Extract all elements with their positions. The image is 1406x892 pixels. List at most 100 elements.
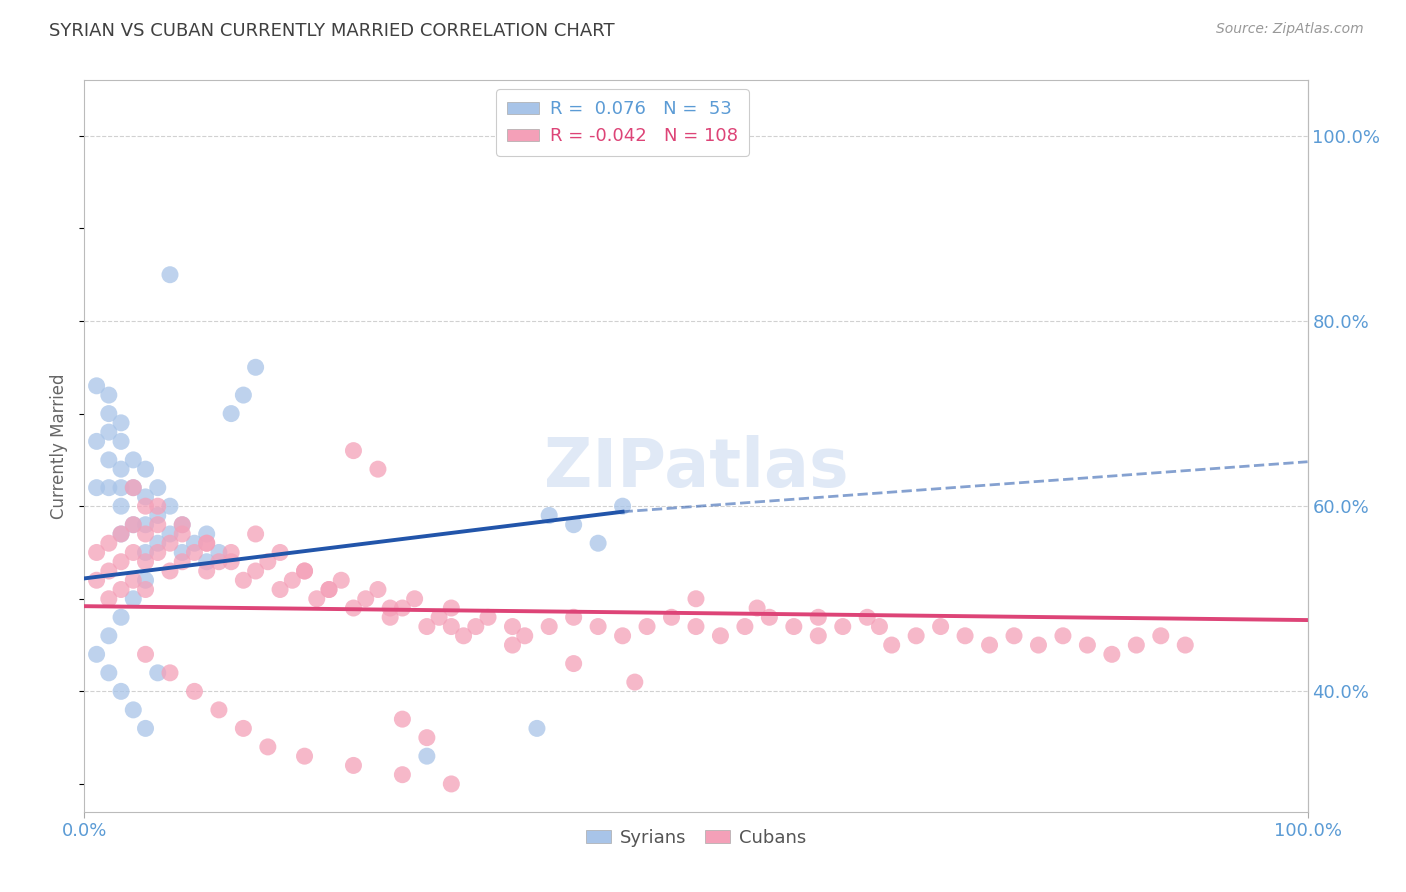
Point	[380, 610, 402, 624]
Point	[612, 499, 634, 513]
Point	[159, 536, 181, 550]
Point	[122, 703, 145, 717]
Point	[869, 619, 891, 633]
Point	[122, 574, 145, 588]
Point	[97, 665, 120, 680]
Point	[1002, 629, 1025, 643]
Point	[195, 536, 218, 550]
Point	[110, 684, 132, 698]
Point	[97, 481, 120, 495]
Point	[636, 619, 658, 633]
Point	[783, 619, 806, 633]
Point	[110, 555, 132, 569]
Point	[172, 527, 194, 541]
Point	[146, 517, 169, 532]
Point	[135, 499, 157, 513]
Point	[146, 508, 169, 523]
Point	[86, 574, 108, 588]
Text: Source: ZipAtlas.com: Source: ZipAtlas.com	[1216, 22, 1364, 37]
Point	[391, 712, 413, 726]
Point	[342, 601, 364, 615]
Text: SYRIAN VS CUBAN CURRENTLY MARRIED CORRELATION CHART: SYRIAN VS CUBAN CURRENTLY MARRIED CORREL…	[49, 22, 614, 40]
Point	[538, 508, 561, 523]
Point	[245, 527, 267, 541]
Point	[135, 462, 157, 476]
Point	[416, 731, 439, 745]
Point	[110, 527, 132, 541]
Point	[97, 591, 120, 606]
Point	[110, 527, 132, 541]
Point	[747, 601, 769, 615]
Point	[146, 545, 169, 559]
Point	[135, 574, 157, 588]
Point	[391, 601, 413, 615]
Point	[122, 545, 145, 559]
Point	[281, 574, 304, 588]
Point	[110, 582, 132, 597]
Y-axis label: Currently Married: Currently Married	[51, 373, 69, 519]
Point	[146, 499, 169, 513]
Point	[97, 425, 120, 439]
Point	[612, 629, 634, 643]
Point	[208, 555, 231, 569]
Point	[709, 629, 731, 643]
Point	[135, 582, 157, 597]
Point	[183, 536, 205, 550]
Point	[440, 601, 463, 615]
Point	[135, 722, 157, 736]
Point	[97, 453, 120, 467]
Point	[97, 536, 120, 550]
Point	[135, 555, 157, 569]
Point	[1076, 638, 1098, 652]
Point	[195, 527, 218, 541]
Point	[416, 619, 439, 633]
Point	[172, 517, 194, 532]
Point	[758, 610, 780, 624]
Point	[1052, 629, 1074, 643]
Point	[416, 749, 439, 764]
Point	[110, 416, 132, 430]
Point	[502, 638, 524, 652]
Point	[86, 481, 108, 495]
Point	[661, 610, 683, 624]
Point	[380, 601, 402, 615]
Point	[342, 443, 364, 458]
Point	[110, 481, 132, 495]
Point	[122, 481, 145, 495]
Point	[269, 545, 291, 559]
Point	[464, 619, 486, 633]
Point	[97, 629, 120, 643]
Point	[929, 619, 952, 633]
Point	[86, 379, 108, 393]
Point	[354, 591, 377, 606]
Point	[586, 536, 609, 550]
Point	[526, 722, 548, 736]
Point	[342, 758, 364, 772]
Point	[294, 749, 316, 764]
Point	[453, 629, 475, 643]
Point	[294, 564, 316, 578]
Point	[318, 582, 340, 597]
Point	[502, 619, 524, 633]
Point	[562, 517, 585, 532]
Point	[257, 739, 280, 754]
Point	[219, 407, 242, 421]
Text: ZIPatlas: ZIPatlas	[544, 435, 848, 501]
Point	[979, 638, 1001, 652]
Point	[734, 619, 756, 633]
Point	[513, 629, 536, 643]
Point	[110, 462, 132, 476]
Point	[135, 545, 157, 559]
Point	[159, 665, 181, 680]
Point	[135, 648, 157, 662]
Point	[208, 703, 231, 717]
Point	[232, 722, 254, 736]
Point	[685, 619, 707, 633]
Point	[391, 767, 413, 781]
Point	[183, 684, 205, 698]
Point	[159, 499, 181, 513]
Point	[294, 564, 316, 578]
Point	[232, 388, 254, 402]
Point	[427, 610, 450, 624]
Point	[195, 536, 218, 550]
